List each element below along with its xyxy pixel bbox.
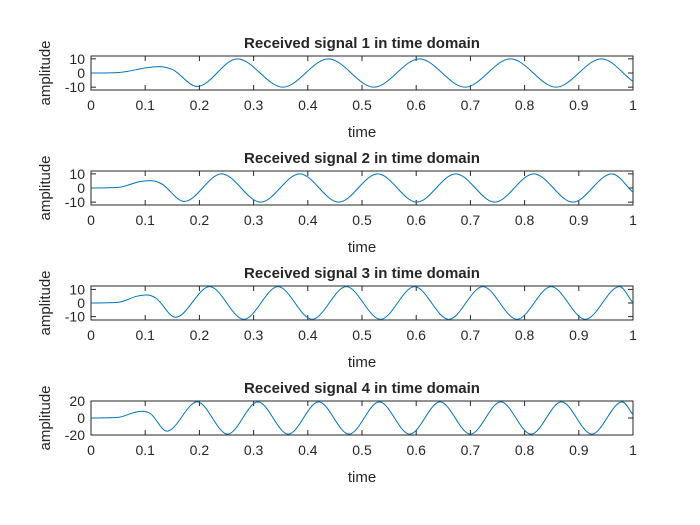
subplot-3-x-tick-label: 0.7 <box>461 327 481 343</box>
subplot-2-x-axis-label: time <box>348 239 376 256</box>
subplot-4-x-tick-label: 0.1 <box>135 442 155 458</box>
subplot-4-axes-box <box>90 400 634 436</box>
subplot-3-y-tick-label: 0 <box>77 295 85 311</box>
subplot-2-series-group <box>90 173 634 203</box>
subplot-1-x-tick-label: 0.8 <box>515 97 535 113</box>
subplot-3-x-tick-label: 0.5 <box>352 327 372 343</box>
subplot-1-y-tick-label: -10 <box>65 79 85 95</box>
subplot-3-title: Received signal 3 in time domain <box>244 265 480 282</box>
subplot-3-x-tick-label: 0 <box>87 327 95 343</box>
subplot-4-y-tick-label: 0 <box>77 410 85 426</box>
subplot-2-y-axis-label: amplitude <box>37 155 54 220</box>
subplot-3-x-tick-label: 0.9 <box>569 327 589 343</box>
subplot-4-x-tick-label: 0.3 <box>244 442 264 458</box>
subplot-2-x-tick-label: 0 <box>87 212 95 228</box>
subplot-3-x-tick-label: 0.2 <box>190 327 210 343</box>
subplot-2-y-tick-label: 10 <box>69 166 85 182</box>
subplot-4-y-ticks: 200-20 <box>65 393 633 443</box>
subplot-3-axes-box <box>90 285 634 321</box>
subplot-2-x-tick-label: 0.6 <box>406 212 426 228</box>
subplot-2-title: Received signal 2 in time domain <box>244 150 480 167</box>
subplot-4-y-tick-label: 20 <box>69 393 85 409</box>
subplot-2-x-ticks: 0 0.1 0.2 0.3 0.4 0.5 0.6 0.7 0.8 0.9 1 <box>87 171 637 228</box>
subplot-1-x-tick-label: 0.4 <box>298 97 318 113</box>
subplot-1-x-axis-label: time <box>348 124 376 141</box>
subplot-2-x-tick-label: 1 <box>629 212 637 228</box>
subplot-4-x-ticks: 0 0.1 0.2 0.3 0.4 0.5 0.6 0.7 0.8 0.9 1 <box>87 401 637 458</box>
subplot-1-x-ticks: 0 0.1 0.2 0.3 0.4 0.5 0.6 0.7 0.8 0.9 1 <box>87 56 637 113</box>
subplot-1-x-tick-label: 0.2 <box>190 97 210 113</box>
subplot-3-x-tick-label: 0.1 <box>135 327 155 343</box>
subplot-2-axes-box <box>90 170 634 206</box>
subplot-2-x-tick-label: 0.3 <box>244 212 264 228</box>
subplot-3-y-tick-label: 10 <box>69 281 85 297</box>
subplot-1-x-tick-label: 1 <box>629 97 637 113</box>
subplot-2-x-tick-label: 0.4 <box>298 212 318 228</box>
subplot-4-x-tick-label: 0.5 <box>352 442 372 458</box>
subplot-1-x-tick-label: 0 <box>87 97 95 113</box>
subplot-4-x-tick-label: 0.7 <box>461 442 481 458</box>
subplot-3-series-group <box>90 286 634 320</box>
subplot-4-x-tick-label: 0.4 <box>298 442 318 458</box>
subplot-3-x-tick-label: 1 <box>629 327 637 343</box>
subplot-3-signal-line <box>90 286 634 320</box>
subplot-2-y-tick-label: -10 <box>65 194 85 210</box>
subplot-1-x-tick-label: 0.7 <box>461 97 481 113</box>
subplot-4-x-tick-label: 0 <box>87 442 95 458</box>
subplot-2-signal-line <box>90 173 634 203</box>
subplot-4-y-tick-label: -20 <box>65 427 85 443</box>
subplot-3-x-tick-label: 0.8 <box>515 327 535 343</box>
subplot-1-y-tick-label: 10 <box>69 51 85 67</box>
subplot-4-x-axis-label: time <box>348 469 376 486</box>
subplot-4-title: Received signal 4 in time domain <box>244 380 480 397</box>
subplot-2-x-tick-label: 0.9 <box>569 212 589 228</box>
subplot-4-x-tick-label: 0.2 <box>190 442 210 458</box>
subplot-4-x-tick-label: 1 <box>629 442 637 458</box>
subplot-2: Received signal 2 in time domain 0 0.1 0.2… <box>37 150 637 256</box>
subplot-2-x-tick-label: 0.5 <box>352 212 372 228</box>
subplot-3-y-ticks: 100-10 <box>65 281 633 325</box>
subplot-1-axes-box <box>90 55 634 91</box>
subplot-2-y-tick-label: 0 <box>77 180 85 196</box>
subplot-4-y-axis-label: amplitude <box>37 385 54 450</box>
subplot-4-signal-line <box>90 401 634 435</box>
subplot-4-x-tick-label: 0.8 <box>515 442 535 458</box>
subplot-3-x-tick-label: 0.3 <box>244 327 264 343</box>
subplot-1-title: Received signal 1 in time domain <box>244 35 480 52</box>
subplot-3-x-ticks: 0 0.1 0.2 0.3 0.4 0.5 0.6 0.7 0.8 0.9 1 <box>87 286 637 343</box>
subplot-1-y-tick-label: 0 <box>77 65 85 81</box>
subplot-2-x-tick-label: 0.7 <box>461 212 481 228</box>
subplot-3-x-tick-label: 0.6 <box>406 327 426 343</box>
subplot-4: Received signal 4 in time domain 0 0.1 0.2… <box>37 380 637 486</box>
subplot-2-x-tick-label: 0.8 <box>515 212 535 228</box>
subplot-1-signal-line <box>90 58 634 88</box>
subplot-1-y-axis-label: amplitude <box>37 40 54 105</box>
subplot-1-x-tick-label: 0.3 <box>244 97 264 113</box>
subplot-1-x-tick-label: 0.1 <box>135 97 155 113</box>
subplot-3-x-axis-label: time <box>348 354 376 371</box>
subplot-4-series-group <box>90 401 634 435</box>
subplot-3-x-tick-label: 0.4 <box>298 327 318 343</box>
subplot-2-y-ticks: 100-10 <box>65 166 633 210</box>
subplot-1: Received signal 1 in time domain 0 0.1 0.2… <box>37 35 637 141</box>
subplot-1-series-group <box>90 58 634 88</box>
subplot-3-y-axis-label: amplitude <box>37 270 54 335</box>
subplot-1-x-tick-label: 0.6 <box>406 97 426 113</box>
subplot-2-x-tick-label: 0.2 <box>190 212 210 228</box>
subplot-4-x-tick-label: 0.9 <box>569 442 589 458</box>
subplot-1-x-tick-label: 0.5 <box>352 97 372 113</box>
subplot-3: Received signal 3 in time domain 0 0.1 0.2… <box>37 265 637 371</box>
subplot-1-x-tick-label: 0.9 <box>569 97 589 113</box>
subplot-3-y-tick-label: -10 <box>65 309 85 325</box>
subplot-4-x-tick-label: 0.6 <box>406 442 426 458</box>
subplot-2-x-tick-label: 0.1 <box>135 212 155 228</box>
